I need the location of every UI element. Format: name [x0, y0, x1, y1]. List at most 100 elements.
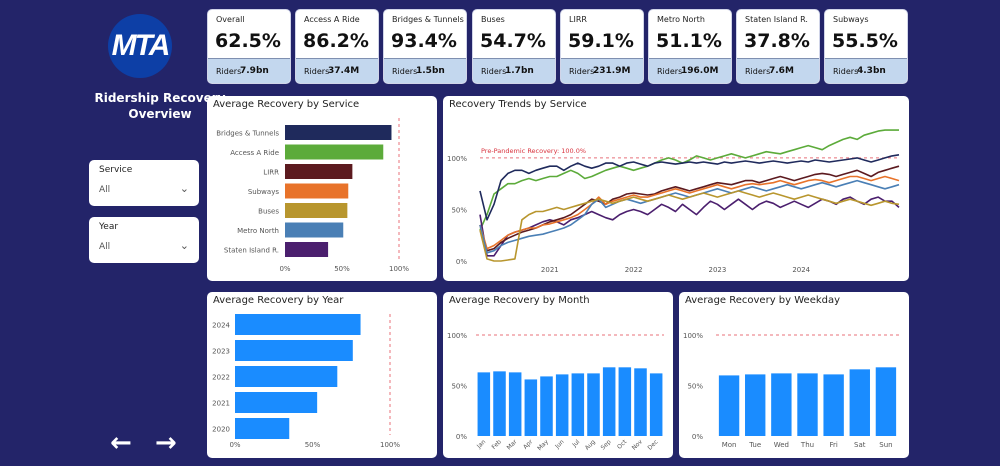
kpi-card[interactable]: Access A Ride 86.2% Riders 37.4M — [295, 9, 379, 84]
x-tick-label: Thu — [800, 441, 814, 449]
bar — [477, 372, 491, 436]
kpi-card[interactable]: Metro North 51.1% Riders 196.0M — [648, 9, 732, 84]
kpi-riders-label: Riders — [481, 67, 507, 76]
recovery-by-year-panel[interactable]: Average Recovery by Year 2024 2023 2022 202… — [207, 292, 437, 458]
y-tick-label: 0% — [456, 433, 467, 441]
recovery-by-weekday-panel[interactable]: Average Recovery by Weekday 0% 50% 100% Mon… — [679, 292, 909, 458]
x-tick-label: Sat — [854, 441, 866, 449]
x-tick-label: Sep — [600, 438, 613, 451]
bar — [797, 373, 818, 436]
category-label: 2022 — [212, 374, 230, 382]
kpi-card[interactable]: Subways 55.5% Riders 4.3bn — [824, 9, 908, 84]
kpi-card[interactable]: Buses 54.7% Riders 1.7bn — [472, 9, 556, 84]
y-tick-label: 100% — [447, 332, 467, 340]
bar — [718, 375, 740, 436]
bar — [587, 373, 600, 436]
recovery-by-month-panel[interactable]: Average Recovery by Month 0% 50% 100% Jan Fe… — [443, 292, 673, 458]
kpi-name: Bridges & Tunnels — [392, 15, 464, 24]
kpi-riders-value: 1.5bn — [416, 66, 445, 76]
bar — [235, 392, 318, 413]
kpi-recovery-pct: 93.4% — [391, 30, 457, 52]
bar — [745, 374, 766, 436]
x-tick-label: 2024 — [792, 266, 810, 274]
kpi-riders-value: 7.6M — [769, 66, 794, 76]
page-title-line2: Overview — [128, 107, 192, 121]
kpi-card[interactable]: LIRR 59.1% Riders 231.9M — [560, 9, 644, 84]
kpi-card[interactable]: Staten Island R. 37.8% Riders 7.6M — [736, 9, 820, 84]
bar — [618, 367, 632, 436]
bar — [285, 203, 348, 218]
category-label: 2023 — [212, 348, 230, 356]
chevron-down-icon[interactable]: ⌄ — [179, 239, 189, 252]
category-label: LIRR — [263, 169, 279, 177]
bar — [634, 368, 647, 436]
bar — [285, 242, 329, 257]
panel-title: Average Recovery by Year — [213, 295, 344, 306]
logo-text: MTA — [111, 29, 171, 62]
bar — [555, 374, 569, 436]
kpi-name: Metro North — [657, 15, 705, 24]
bar — [602, 367, 616, 436]
bar — [285, 164, 353, 179]
page-title: Ridership Recovery Overview — [82, 90, 238, 122]
category-label: Bridges & Tunnels — [216, 130, 279, 138]
kpi-riders-label: Riders — [569, 67, 595, 76]
recovery-trends-panel[interactable]: Recovery Trends by Service 0% 50% 100% Pre-… — [443, 96, 909, 281]
series-line — [479, 129, 899, 231]
recovery-by-service-panel[interactable]: Average Recovery by Service Bridges & Tu… — [207, 96, 437, 281]
recovery-by-year-chart[interactable]: 2024 2023 2022 2021 2020 0% 50% 100% — [207, 292, 437, 458]
bar — [285, 144, 384, 160]
series-line — [479, 190, 900, 262]
bar — [235, 314, 361, 335]
kpi-name: Subways — [833, 15, 869, 24]
service-filter-value[interactable]: All — [99, 185, 111, 195]
recovery-by-month-chart[interactable]: 0% 50% 100% Jan Feb Mar Apr May Jun Jul Aug Sep Oct N… — [443, 292, 673, 458]
x-tick-label: Mar — [506, 438, 519, 451]
page-title-line1: Ridership Recovery — [94, 91, 226, 105]
x-tick-label: 2023 — [709, 266, 727, 274]
x-tick-label: 2021 — [541, 266, 559, 274]
year-filter-value[interactable]: All — [99, 242, 111, 252]
service-filter-label: Service — [99, 165, 133, 175]
kpi-riders-value: 7.9bn — [240, 66, 269, 76]
x-tick-label: Jun — [553, 438, 565, 450]
kpi-footer: Riders 7.9bn — [208, 58, 290, 83]
kpi-riders-value: 4.3bn — [857, 66, 886, 76]
kpi-card[interactable]: Overall 62.5% Riders 7.9bn — [207, 9, 291, 84]
x-tick-label: May — [536, 438, 550, 452]
kpi-footer: Riders 231.9M — [561, 58, 643, 83]
category-label: Metro North — [237, 227, 279, 235]
y-tick-label: 100% — [447, 155, 467, 163]
x-tick-label: 0% — [279, 265, 290, 273]
year-filter[interactable]: Year All ⌄ — [89, 217, 199, 263]
recovery-by-service-chart[interactable]: Bridges & Tunnels Access A Ride LIRR Subway… — [207, 96, 437, 281]
panel-title: Average Recovery by Weekday — [685, 295, 841, 306]
x-tick-label: Jan — [475, 438, 487, 450]
series-line — [479, 154, 900, 221]
y-tick-label: 0% — [456, 258, 467, 266]
kpi-riders-value: 231.9M — [593, 66, 631, 76]
reference-label: Pre-Pandemic Recovery: 100.0% — [481, 147, 586, 155]
recovery-by-weekday-chart[interactable]: 0% 50% 100% Mon Tue Wed Thu Fri Sat Sun — [679, 292, 909, 458]
bar — [508, 372, 522, 436]
x-tick-label: Jul — [570, 438, 581, 449]
chevron-down-icon[interactable]: ⌄ — [179, 182, 189, 195]
kpi-name: LIRR — [569, 15, 587, 24]
x-tick-label: 100% — [389, 265, 409, 273]
x-tick-label: Tue — [748, 441, 761, 449]
kpi-name: Staten Island R. — [745, 15, 808, 24]
kpi-footer: Riders 4.3bn — [825, 58, 907, 83]
kpi-card[interactable]: Bridges & Tunnels 93.4% Riders 1.5bn — [383, 9, 467, 84]
next-page-arrow-icon[interactable]: → — [155, 428, 177, 458]
x-tick-label: Sun — [879, 441, 892, 449]
x-tick-label: 2022 — [625, 266, 643, 274]
recovery-trends-chart[interactable]: 0% 50% 100% Pre-Pandemic Recovery: 100.0% 20… — [443, 96, 909, 281]
service-filter[interactable]: Service All ⌄ — [89, 160, 199, 206]
bar — [235, 418, 290, 439]
y-tick-label: 50% — [687, 383, 703, 391]
bar — [285, 125, 392, 140]
series-line — [479, 175, 900, 250]
kpi-recovery-pct: 51.1% — [656, 30, 722, 52]
prev-page-arrow-icon[interactable]: ← — [110, 428, 132, 458]
x-tick-label: 0% — [229, 441, 240, 449]
